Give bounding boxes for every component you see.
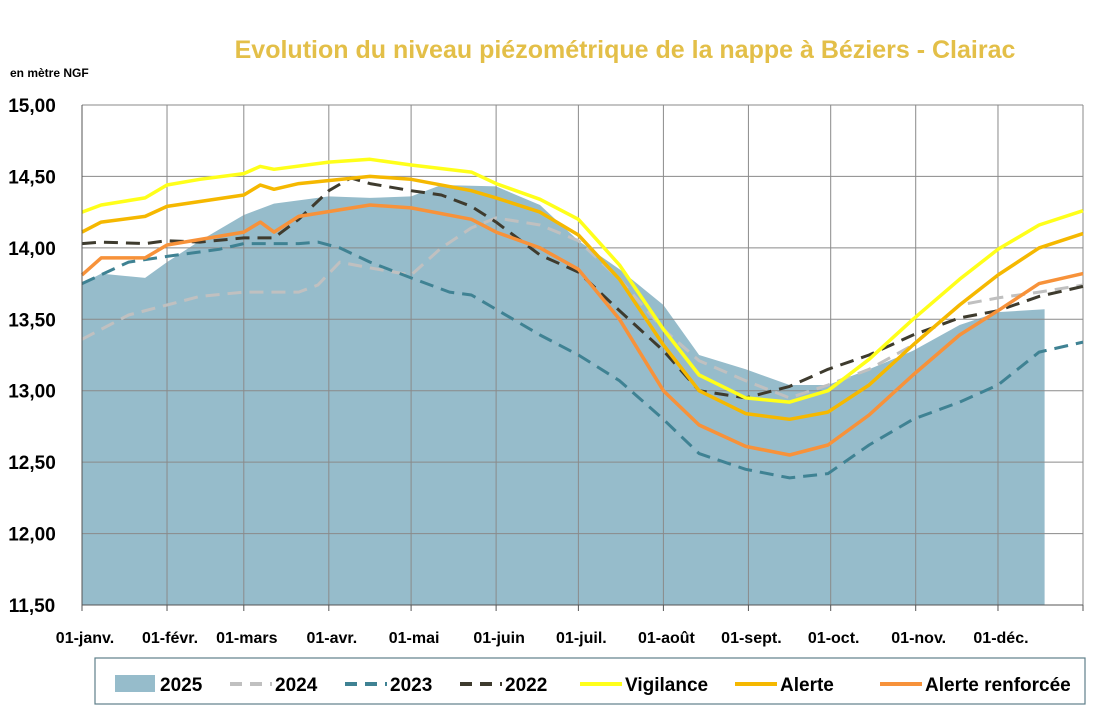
x-tick-label: 01-juil. (556, 630, 607, 647)
y-tick-label: 14,00 (8, 239, 56, 260)
legend-label: 2025 (160, 675, 203, 696)
x-tick-label: 01-mars (216, 630, 277, 647)
x-tick-label: 01-janv. (56, 630, 114, 647)
x-tick-label: 01-nov. (891, 630, 946, 647)
y-tick-label: 11,50 (9, 596, 56, 617)
y-axis-label: en mètre NGF (10, 66, 89, 80)
y-tick-label: 12,50 (8, 453, 56, 474)
x-tick-label: 01-déc. (973, 630, 1028, 647)
series-alerte-renforcee-line (80, 203, 1084, 457)
legend-label: Alerte (780, 675, 834, 696)
legend-box (94, 657, 1086, 705)
legend: 2025 2024 2023 2022 Vigilance Alerte Alerte re… (94, 657, 1086, 705)
series-vigilance-line (81, 157, 1084, 404)
y-tick-label: 15,00 (8, 96, 56, 117)
y-tick-label: 14,50 (8, 167, 56, 188)
x-tick-label: 01-juin (473, 630, 525, 647)
series-layer (80, 157, 1084, 480)
y-tick-label: 13,00 (8, 382, 56, 403)
legend-swatch (115, 675, 155, 692)
axes: 11,50 12,00 12,50 13,00 13,50 14,00 14,50 15,00… (8, 96, 1084, 647)
series-alerte-line (81, 174, 1084, 422)
legend-label: Vigilance (625, 675, 708, 696)
x-tick-label: 01-oct. (808, 630, 860, 647)
x-tick-label: 01-sept. (721, 630, 781, 647)
x-tick-label: 01-août (638, 630, 696, 647)
series-2025-area (82, 185, 1045, 605)
y-tick-label: 13,50 (8, 310, 56, 331)
series-2023-line (81, 240, 1084, 480)
series-2024-line (81, 216, 1084, 400)
chart-title: Evolution du niveau piézométrique de la … (235, 36, 1016, 64)
x-tick-label: 01-mai (389, 630, 440, 647)
legend-label: 2022 (505, 675, 547, 696)
x-tick-label: 01-avr. (306, 630, 357, 647)
y-tick-label: 12,00 (8, 525, 56, 546)
legend-label: Alerte renforcée (925, 675, 1071, 696)
x-tick-label: 01-févr. (142, 630, 198, 647)
legend-label: 2024 (275, 675, 318, 696)
legend-label: 2023 (390, 675, 432, 696)
